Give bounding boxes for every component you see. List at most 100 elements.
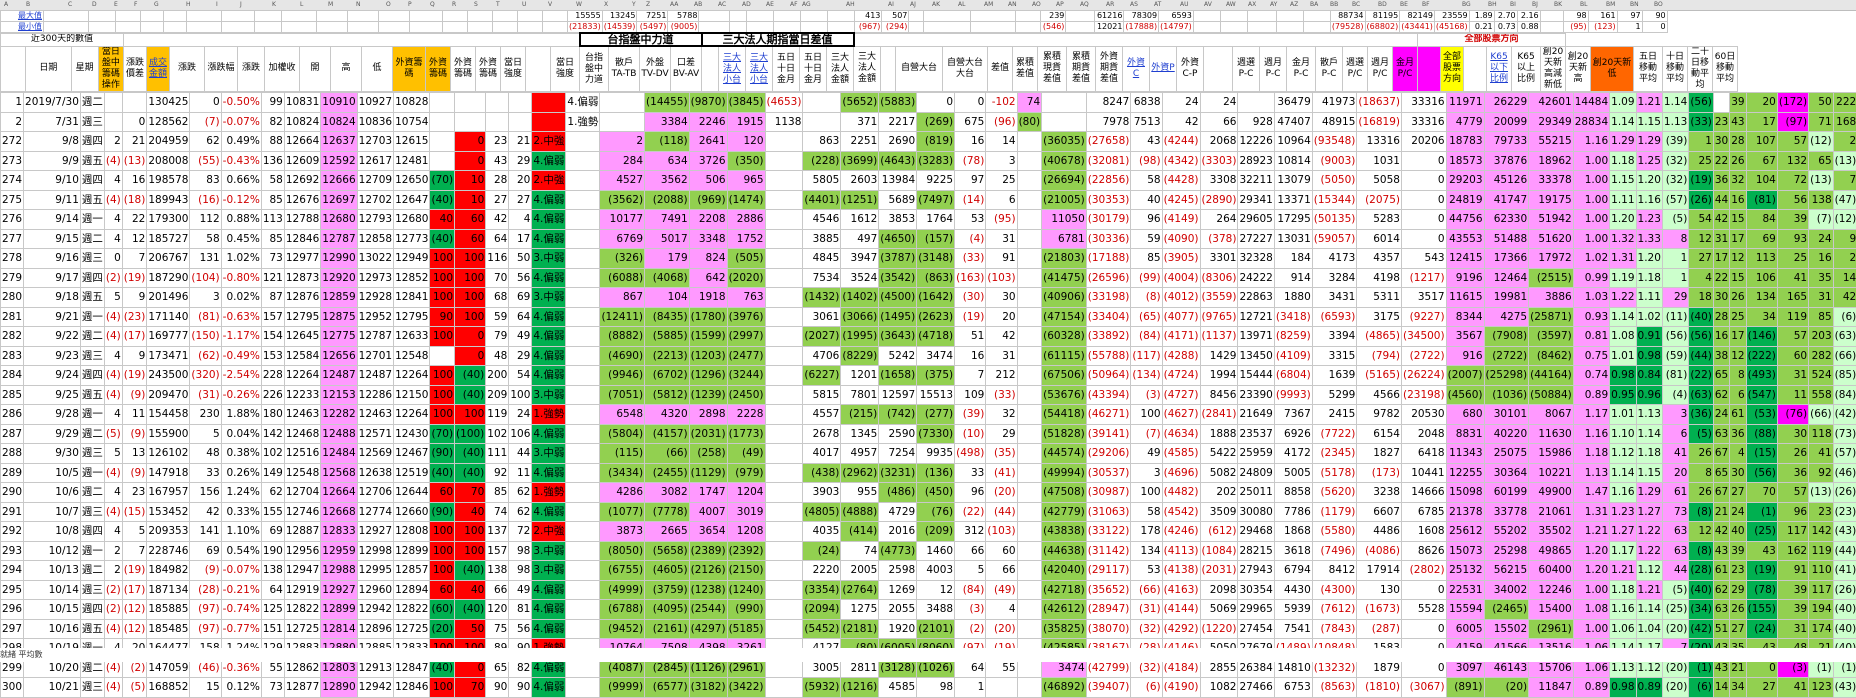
column-header[interactable]: 成交金額 xyxy=(147,46,170,92)
date-cell[interactable]: 9/15 xyxy=(24,229,81,249)
cell[interactable] xyxy=(1017,132,1042,152)
cell[interactable]: 15073 xyxy=(1446,541,1484,561)
column-letter[interactable]: N xyxy=(356,0,361,10)
cell[interactable]: (24) xyxy=(803,541,841,561)
cell[interactable]: 6794 xyxy=(1274,561,1312,581)
cell[interactable]: 64 xyxy=(509,307,532,327)
cell[interactable]: (2961) xyxy=(1529,619,1574,639)
cell[interactable]: 12721 xyxy=(1238,307,1274,327)
cell[interactable]: (53) xyxy=(1746,405,1777,425)
cell[interactable] xyxy=(1017,268,1042,288)
cell[interactable]: 4430 xyxy=(1274,580,1312,600)
cell[interactable]: (35652) xyxy=(1086,580,1131,600)
cell[interactable]: (2477) xyxy=(727,346,765,366)
cell[interactable]: 2 xyxy=(600,132,645,152)
cell[interactable] xyxy=(468,11,493,22)
column-header[interactable]: 週選P-C xyxy=(1233,46,1260,92)
cell[interactable]: 5082 xyxy=(1200,463,1238,483)
cell[interactable]: 92 xyxy=(1809,463,1834,483)
date-cell[interactable]: 10/15 xyxy=(24,600,81,620)
cell[interactable] xyxy=(566,366,600,386)
row-number[interactable]: 291 xyxy=(1,502,24,522)
cell[interactable]: 2016 xyxy=(879,522,917,542)
cell[interactable]: 1.33 xyxy=(1636,229,1662,249)
cell[interactable]: (1084) xyxy=(1200,541,1238,561)
cell[interactable]: 62 xyxy=(509,502,532,522)
cell[interactable] xyxy=(765,268,803,288)
cell[interactable]: 0.33% xyxy=(221,502,261,522)
cell[interactable]: 155900 xyxy=(147,424,190,444)
cell[interactable]: (14) xyxy=(955,190,986,210)
cell[interactable]: 96 xyxy=(1777,502,1808,522)
cell[interactable] xyxy=(164,22,187,33)
cell[interactable]: (891) xyxy=(1446,678,1484,698)
cell[interactable] xyxy=(1017,229,1042,249)
date-cell[interactable]: 10/16 xyxy=(24,619,81,639)
cell[interactable]: 7 xyxy=(122,541,147,561)
cell[interactable]: (66) xyxy=(645,444,690,464)
cell[interactable]: 0.98 xyxy=(1636,346,1662,366)
cell[interactable]: 43 xyxy=(1746,541,1777,561)
cell[interactable]: 4 xyxy=(104,210,122,230)
cell[interactable] xyxy=(141,11,164,22)
cell[interactable]: (5658) xyxy=(645,541,690,561)
cell[interactable]: 20 xyxy=(986,307,1017,327)
cell[interactable] xyxy=(1276,22,1303,33)
cell[interactable]: 1994 xyxy=(1200,366,1238,386)
cell[interactable]: (44) xyxy=(1689,346,1714,366)
cell[interactable]: 3.中弱 xyxy=(532,288,566,308)
column-letter[interactable]: R xyxy=(452,0,456,10)
cell[interactable]: 2415 xyxy=(1312,405,1357,425)
column-letter[interactable]: I xyxy=(216,0,218,10)
cell[interactable]: (163) xyxy=(955,268,986,288)
weekday-cell[interactable]: 週一 xyxy=(80,463,104,483)
cell[interactable]: (90) xyxy=(430,444,455,464)
cell[interactable]: 85 xyxy=(1131,249,1162,269)
cell[interactable]: 13079 xyxy=(1274,171,1312,191)
cell[interactable]: 67 xyxy=(1746,151,1777,171)
cell[interactable]: 12875 xyxy=(321,307,357,327)
cell[interactable]: 184 xyxy=(1274,249,1312,269)
cell[interactable]: (84) xyxy=(955,580,986,600)
cell[interactable]: 4357 xyxy=(1357,249,1402,269)
cell[interactable]: 12927 xyxy=(321,580,357,600)
cell[interactable]: 30 xyxy=(986,288,1017,308)
cell[interactable]: (3542) xyxy=(879,268,917,288)
cell[interactable]: 99 xyxy=(261,93,284,113)
cell[interactable]: (5452) xyxy=(803,619,841,639)
cell[interactable]: 62 xyxy=(509,483,532,503)
cell[interactable]: 3947 xyxy=(841,249,879,269)
date-cell[interactable]: 10/8 xyxy=(24,522,81,542)
cell[interactable]: 5939 xyxy=(1274,600,1312,620)
cell[interactable]: 60199 xyxy=(1484,483,1529,503)
column-letter[interactable]: P xyxy=(408,0,412,10)
cell[interactable]: 5689 xyxy=(879,190,917,210)
cell[interactable]: 59 xyxy=(1131,229,1162,249)
cell[interactable]: 100 xyxy=(455,288,486,308)
cell[interactable]: (4) xyxy=(104,502,122,522)
cell[interactable]: (2) xyxy=(104,268,122,288)
cell[interactable]: 13031 xyxy=(1274,229,1312,249)
cell[interactable]: 21649 xyxy=(1238,405,1274,425)
cell[interactable]: 209353 xyxy=(147,522,190,542)
column-letter[interactable]: AK xyxy=(932,0,940,10)
cell[interactable]: (23) xyxy=(122,307,147,327)
cell[interactable]: (1773) xyxy=(727,424,765,444)
cell[interactable]: 11050 xyxy=(1042,210,1087,230)
cell[interactable]: (4068) xyxy=(645,268,690,288)
cell[interactable]: 4.偏弱 xyxy=(532,327,566,347)
cell[interactable]: (6088) xyxy=(600,268,645,288)
column-letter[interactable]: V xyxy=(548,0,552,10)
row-number[interactable]: 280 xyxy=(1,288,24,308)
cell[interactable]: 43 xyxy=(1730,112,1746,132)
cell[interactable]: 4198 xyxy=(1357,268,1402,288)
cell[interactable]: 12822 xyxy=(394,600,430,620)
cell[interactable]: 49 xyxy=(1131,444,1162,464)
cell[interactable]: (4) xyxy=(1662,385,1688,405)
cell[interactable]: 1.11 xyxy=(1636,288,1662,308)
cell[interactable]: 56 xyxy=(509,268,532,288)
cell[interactable]: 35502 xyxy=(1529,522,1574,542)
cell[interactable] xyxy=(765,132,803,152)
